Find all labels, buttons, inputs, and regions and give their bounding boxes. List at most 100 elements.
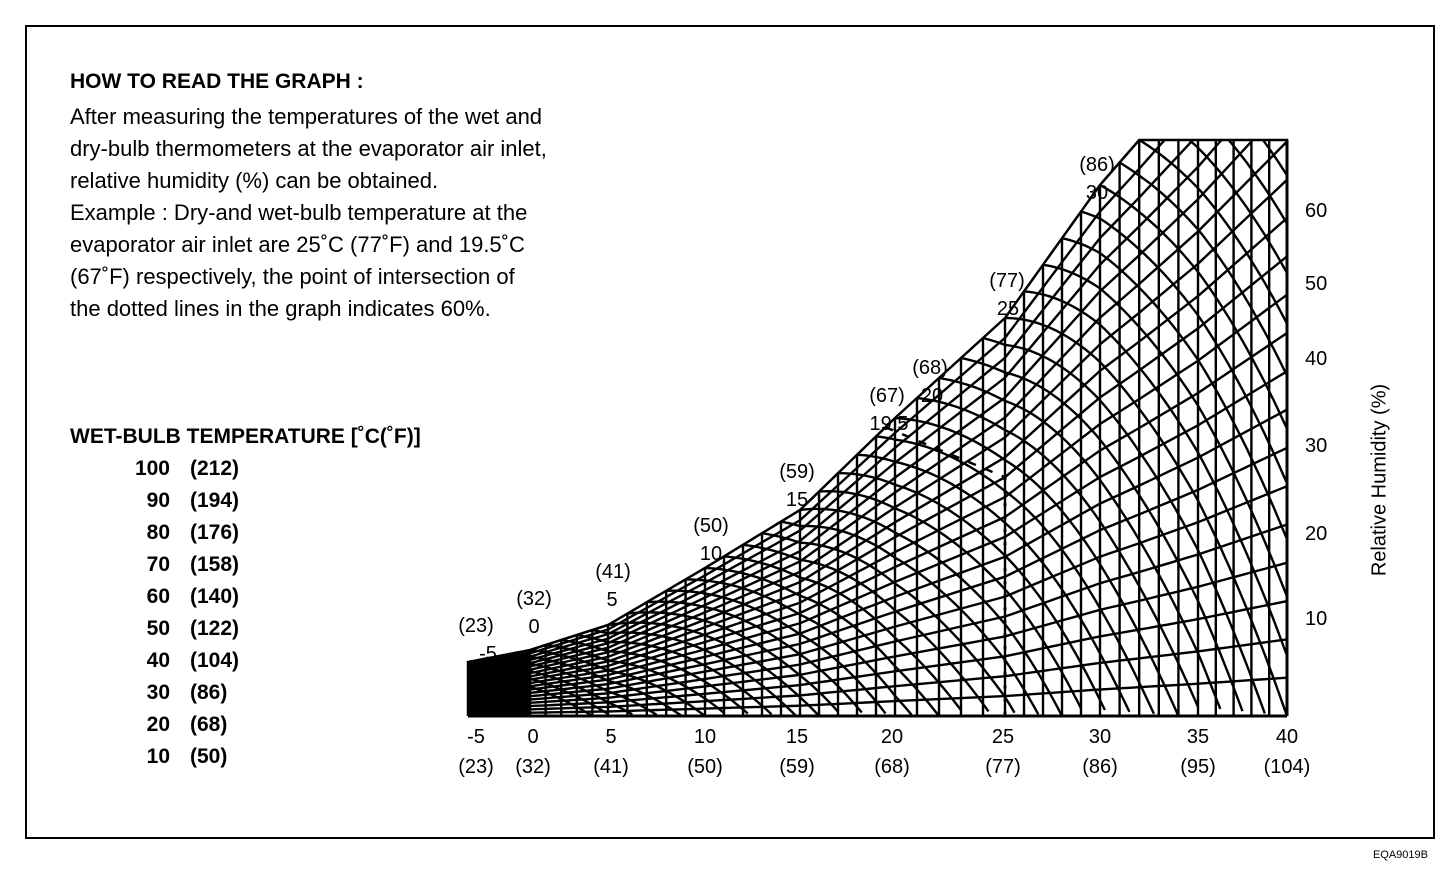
wet-bulb-fahrenheit: (194) xyxy=(190,489,240,512)
x-tick-fahrenheit: (95) xyxy=(1180,756,1216,778)
wet-bulb-line xyxy=(1158,140,1287,274)
curve-label-celsius: 5 xyxy=(606,589,618,611)
x-tick-fahrenheit: (41) xyxy=(593,756,629,778)
wet-bulb-line xyxy=(561,638,749,715)
wet-bulb-celsius: 40 xyxy=(146,649,170,672)
rh-curve xyxy=(468,561,1287,707)
wet-bulb-line xyxy=(607,621,820,716)
x-tick-fahrenheit: (104) xyxy=(1263,756,1311,778)
wet-bulb-celsius: 50 xyxy=(146,617,170,640)
rh-curve xyxy=(468,676,1287,715)
rh-tick: 60 xyxy=(1305,200,1328,222)
wet-bulb-fahrenheit: (104) xyxy=(190,649,240,672)
how-to-line: relative humidity (%) can be obtained. xyxy=(70,168,439,193)
rh-tick: 10 xyxy=(1305,608,1328,630)
wet-bulb-line xyxy=(818,489,1083,709)
how-to-line: (67˚F) respectively, the point of inters… xyxy=(70,264,515,289)
x-tick-celsius: 25 xyxy=(991,726,1015,748)
x-tick-celsius: 20 xyxy=(880,726,904,748)
curve-label-celsius: 15 xyxy=(785,489,809,511)
wet-bulb-fahrenheit: (50) xyxy=(190,745,228,768)
wet-bulb-line xyxy=(1197,140,1287,176)
wet-bulb-line xyxy=(627,611,839,713)
rh-tick: 50 xyxy=(1305,273,1328,295)
x-tick-fahrenheit: (50) xyxy=(687,756,723,778)
wet-bulb-line xyxy=(982,336,1266,714)
wet-bulb-line xyxy=(529,648,706,716)
wet-bulb-fahrenheit: (140) xyxy=(190,585,240,608)
rh-curve xyxy=(468,293,1287,688)
x-tick-fahrenheit: (32) xyxy=(515,756,551,778)
curve-label-celsius: 10 xyxy=(699,543,723,565)
wet-bulb-line xyxy=(666,589,887,715)
wet-bulb-line xyxy=(1042,263,1287,598)
rh-curve xyxy=(468,140,1287,672)
wet-bulb-line xyxy=(723,555,962,711)
x-tick-fahrenheit: (59) xyxy=(779,756,815,778)
x-tick-fahrenheit: (77) xyxy=(985,756,1021,778)
wet-bulb-line xyxy=(960,356,1244,712)
wet-bulb-line xyxy=(1138,140,1287,325)
wet-bulb-line xyxy=(856,453,1131,713)
dense-mesh-area xyxy=(468,650,530,716)
x-tick-celsius: 15 xyxy=(785,726,809,748)
curve-label-celsius: 30 xyxy=(1085,182,1109,204)
curve-label-celsius: 20 xyxy=(920,385,944,407)
wet-bulb-line xyxy=(1118,161,1287,377)
rh-curve xyxy=(468,638,1287,712)
rh-curve xyxy=(468,523,1287,704)
wet-bulb-celsius: 60 xyxy=(146,585,170,608)
how-to-line: evaporator air inlet are 25˚C (77˚F) and… xyxy=(70,232,525,257)
curve-label-fahrenheit: (32) xyxy=(516,588,552,610)
how-to-line: the dotted lines in the graph indicates … xyxy=(70,296,491,321)
wet-bulb-celsius: 70 xyxy=(146,553,170,576)
wet-bulb-line xyxy=(799,507,1064,716)
curve-label-fahrenheit: (67) xyxy=(869,385,905,407)
curve-label-fahrenheit: (59) xyxy=(779,461,815,483)
wet-bulb-line xyxy=(875,435,1155,715)
wet-bulb-line xyxy=(1099,183,1287,430)
wet-bulb-fahrenheit: (158) xyxy=(190,553,240,576)
curve-label-fahrenheit: (41) xyxy=(595,561,631,583)
rh-axis-title: Relative Humidity (%) xyxy=(1368,383,1391,577)
wet-bulb-line xyxy=(1061,237,1287,540)
how-to-line: Example : Dry-and wet-bulb temperature a… xyxy=(70,200,528,225)
wet-bulb-line xyxy=(1216,46,1287,128)
x-tick-celsius: 40 xyxy=(1275,726,1299,748)
wet-bulb-celsius: 80 xyxy=(146,521,170,544)
wet-bulb-line xyxy=(545,643,725,714)
curve-label-celsius: 0 xyxy=(528,616,540,638)
x-tick-celsius: 0 xyxy=(527,726,539,748)
rh-tick: 20 xyxy=(1305,523,1328,545)
wet-bulb-line xyxy=(780,520,1040,715)
rh-curve xyxy=(468,140,1287,674)
figure-code: EQA9019B xyxy=(1372,849,1428,861)
x-tick-celsius: 5 xyxy=(605,726,617,748)
rh-curve xyxy=(468,255,1287,685)
rh-curve xyxy=(468,178,1287,680)
wet-bulb-line xyxy=(894,416,1180,716)
wet-bulb-celsius: 30 xyxy=(146,681,170,704)
wet-bulb-line xyxy=(1177,140,1287,225)
wet-bulb-fahrenheit: (122) xyxy=(190,617,240,640)
x-tick-fahrenheit: (86) xyxy=(1082,756,1118,778)
wet-bulb-line xyxy=(916,396,1200,708)
x-tick-celsius: -5 xyxy=(467,726,485,748)
x-tick-celsius: 30 xyxy=(1088,726,1112,748)
wet-bulb-line xyxy=(742,543,990,713)
curve-label-fahrenheit: (77) xyxy=(989,270,1025,292)
x-tick-celsius: 10 xyxy=(693,726,717,748)
wet-bulb-line xyxy=(1023,290,1287,656)
wet-bulb-line xyxy=(592,628,797,716)
saturation-curve-outline xyxy=(466,138,1289,716)
wet-bulb-line xyxy=(1004,316,1287,716)
wet-bulb-dotted-line xyxy=(885,426,1006,479)
wet-bulb-line xyxy=(1080,210,1287,484)
curve-label-fahrenheit: (68) xyxy=(912,357,948,379)
figure-frame xyxy=(25,25,1435,839)
wet-bulb-celsius: 100 xyxy=(134,457,170,480)
wet-bulb-fahrenheit: (176) xyxy=(190,521,240,544)
curve-label-fahrenheit: (86) xyxy=(1079,154,1115,176)
curve-label-celsius: 25 xyxy=(996,298,1020,320)
